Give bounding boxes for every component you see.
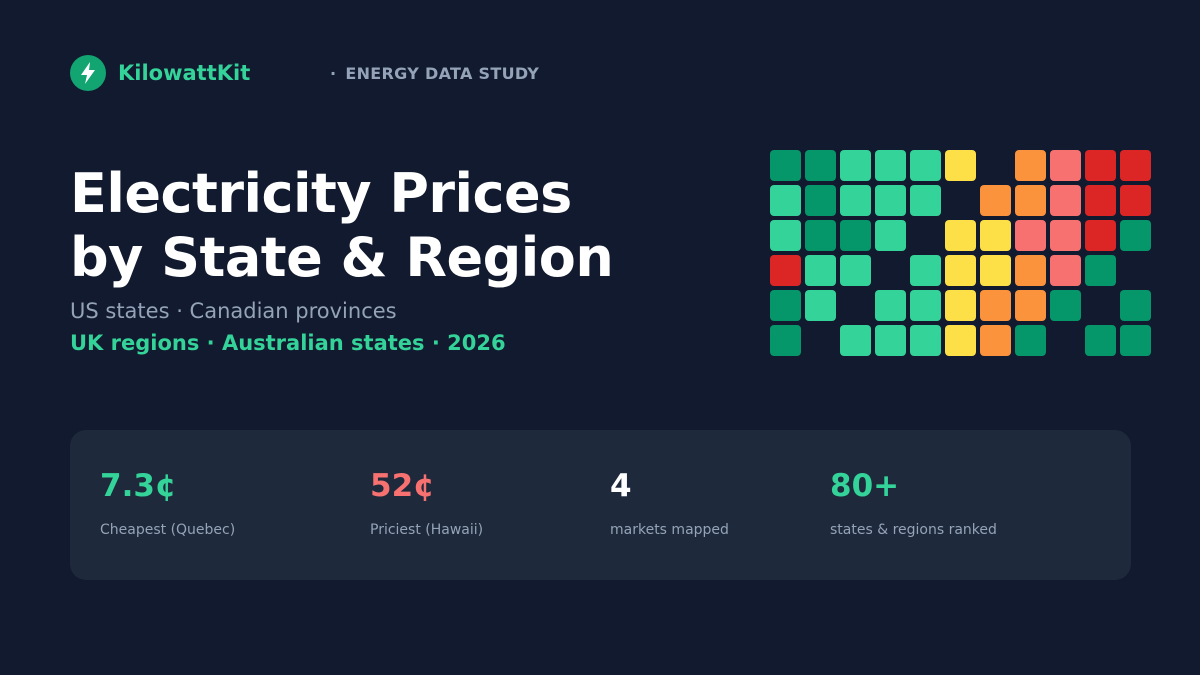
grid-tile — [945, 150, 976, 181]
grid-gap — [910, 220, 941, 251]
grid-tile — [805, 185, 836, 216]
grid-tile — [875, 150, 906, 181]
grid-tile — [770, 150, 801, 181]
grid-tile — [1085, 150, 1116, 181]
subtitle-markets: US states · Canadian provinces — [70, 299, 397, 323]
grid-tile — [840, 220, 871, 251]
stats-panel: 7.3¢ Cheapest (Quebec) 52¢ Priciest (Haw… — [70, 430, 1131, 580]
grid-tile — [1050, 220, 1081, 251]
grid-gap — [1085, 290, 1116, 321]
grid-tile — [945, 290, 976, 321]
grid-tile — [875, 290, 906, 321]
page-title: Electricity Prices by State & Region — [70, 162, 614, 290]
stat-value: 7.3¢ — [100, 468, 177, 504]
grid-tile — [980, 220, 1011, 251]
grid-tile — [1015, 220, 1046, 251]
grid-tile — [1015, 290, 1046, 321]
tag-label: ENERGY DATA STUDY — [345, 64, 540, 83]
grid-tile — [980, 255, 1011, 286]
grid-tile — [805, 150, 836, 181]
grid-tile — [1050, 290, 1081, 321]
tag-bullet: · — [330, 64, 337, 83]
grid-tile — [910, 255, 941, 286]
title-line-1: Electricity Prices — [70, 162, 572, 225]
grid-tile — [1015, 185, 1046, 216]
stat-regions: 80+ states & regions ranked — [830, 468, 997, 538]
grid-tile — [805, 220, 836, 251]
grid-tile — [1050, 150, 1081, 181]
grid-tile — [840, 150, 871, 181]
brand[interactable]: KilowattKit — [70, 55, 250, 91]
grid-tile — [945, 220, 976, 251]
grid-gap — [1050, 325, 1081, 356]
stat-label: Cheapest (Quebec) — [100, 522, 236, 538]
grid-tile — [1015, 325, 1046, 356]
grid-tile — [875, 220, 906, 251]
grid-gap — [980, 150, 1011, 181]
grid-tile — [1015, 150, 1046, 181]
grid-gap — [805, 325, 836, 356]
grid-tile — [1085, 325, 1116, 356]
price-tile-grid — [770, 150, 1151, 356]
grid-tile — [1120, 325, 1151, 356]
stat-label: Priciest (Hawaii) — [370, 522, 484, 538]
stat-label: states & regions ranked — [830, 522, 997, 538]
stat-value: 80+ — [830, 468, 900, 504]
grid-tile — [1120, 150, 1151, 181]
grid-tile — [770, 290, 801, 321]
grid-tile — [840, 255, 871, 286]
grid-gap — [875, 255, 906, 286]
section-tag: · ENERGY DATA STUDY — [330, 64, 539, 83]
grid-tile — [875, 185, 906, 216]
grid-tile — [1085, 255, 1116, 286]
grid-tile — [875, 325, 906, 356]
stat-priciest: 52¢ Priciest (Hawaii) — [370, 468, 483, 538]
stat-markets: 4 markets mapped — [610, 468, 729, 538]
grid-tile — [980, 185, 1011, 216]
grid-tile — [805, 255, 836, 286]
grid-tile — [1050, 255, 1081, 286]
grid-tile — [1050, 185, 1081, 216]
grid-tile — [770, 325, 801, 356]
title-line-2: by State & Region — [70, 226, 614, 289]
stat-cheapest: 7.3¢ Cheapest (Quebec) — [100, 468, 235, 538]
grid-tile — [1085, 220, 1116, 251]
grid-tile — [945, 325, 976, 356]
stat-label: markets mapped — [610, 522, 729, 538]
grid-tile — [910, 325, 941, 356]
lightning-bolt-icon — [70, 55, 106, 91]
grid-tile — [770, 255, 801, 286]
stat-value: 4 — [610, 468, 632, 504]
grid-tile — [770, 220, 801, 251]
grid-tile — [910, 185, 941, 216]
grid-gap — [1120, 255, 1151, 286]
grid-tile — [770, 185, 801, 216]
grid-tile — [1120, 290, 1151, 321]
grid-tile — [1015, 255, 1046, 286]
grid-tile — [910, 290, 941, 321]
subtitle-markets-year: UK regions · Australian states · 2026 — [70, 331, 506, 355]
grid-tile — [840, 185, 871, 216]
grid-tile — [1085, 185, 1116, 216]
grid-gap — [945, 185, 976, 216]
stat-value: 52¢ — [370, 468, 435, 504]
grid-tile — [1120, 220, 1151, 251]
grid-gap — [840, 290, 871, 321]
grid-tile — [980, 325, 1011, 356]
grid-tile — [980, 290, 1011, 321]
grid-tile — [805, 290, 836, 321]
grid-tile — [840, 325, 871, 356]
grid-tile — [945, 255, 976, 286]
grid-tile — [910, 150, 941, 181]
brand-name: KilowattKit — [118, 61, 251, 85]
grid-tile — [1120, 185, 1151, 216]
